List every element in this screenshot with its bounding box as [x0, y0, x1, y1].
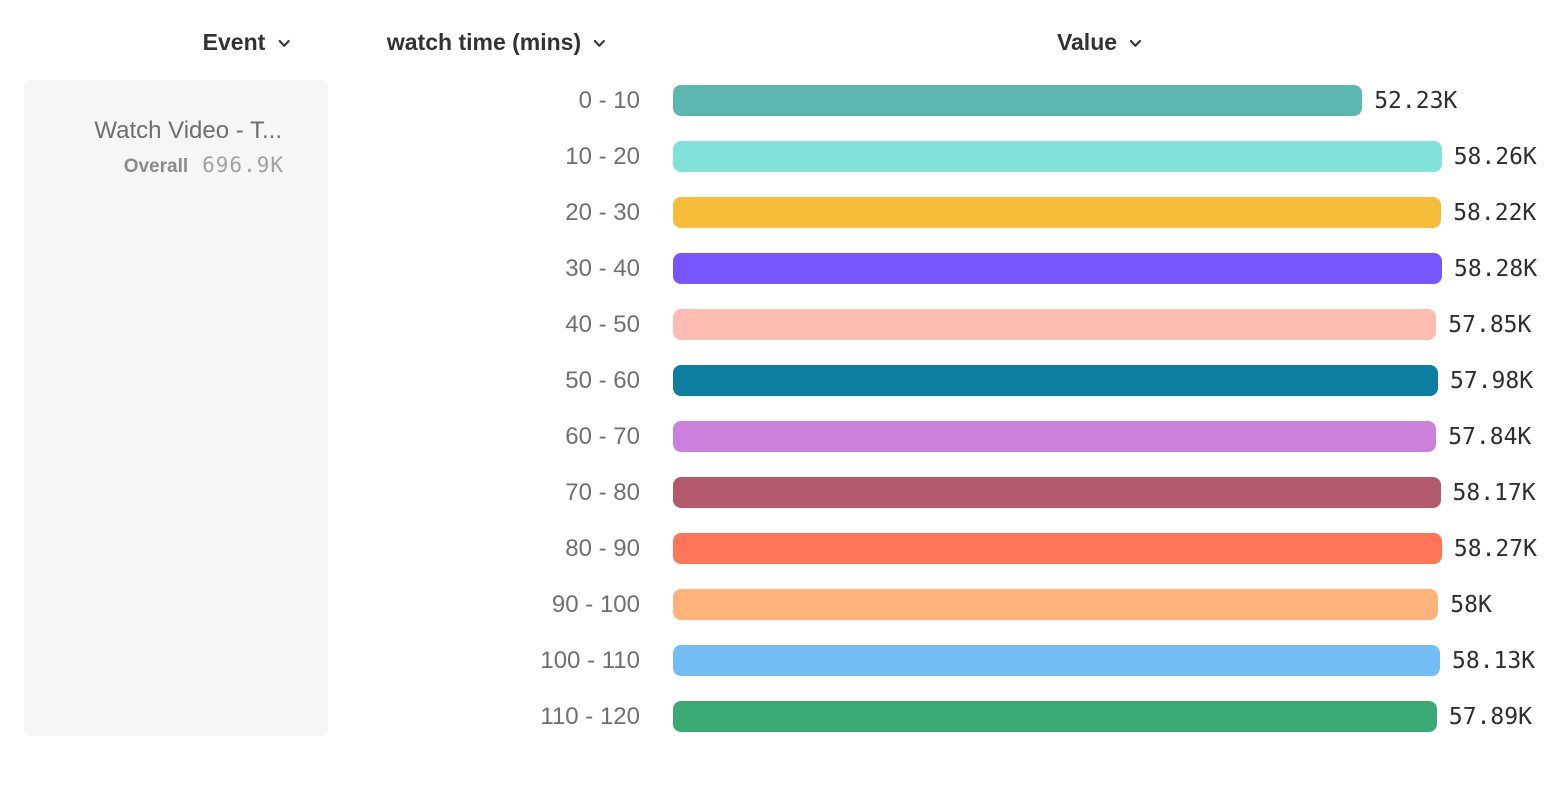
value-label: 58K: [1450, 591, 1492, 618]
chart-row: 90 - 100 58K: [0, 589, 1568, 620]
bin-label: 20 - 30: [565, 198, 640, 226]
chart-row: 40 - 50 57.85K: [0, 309, 1568, 340]
value-column-label: Value: [1056, 28, 1118, 55]
bar[interactable]: [673, 141, 1442, 172]
chevron-down-icon: [592, 36, 607, 51]
event-column-label: Event: [202, 28, 266, 55]
bin-label: 30 - 40: [565, 254, 640, 282]
bin-label: 0 - 10: [578, 86, 640, 114]
event-title: Watch Video - T...: [94, 117, 282, 144]
value-label: 58.28K: [1454, 255, 1538, 282]
value-label: 57.98K: [1450, 367, 1534, 394]
overall-value: 696.9K: [202, 153, 284, 177]
bin-label: 10 - 20: [565, 142, 640, 170]
value-label: 57.85K: [1448, 311, 1532, 338]
bar[interactable]: [673, 197, 1442, 228]
chart-row: 110 - 120 57.89K: [0, 701, 1568, 732]
value-label: 58.13K: [1452, 647, 1536, 674]
value-column-header[interactable]: Value: [1057, 27, 1143, 57]
value-label: 57.89K: [1448, 703, 1532, 730]
chart-row: 80 - 90 58.27K: [0, 533, 1568, 564]
bar[interactable]: [673, 365, 1438, 396]
bar[interactable]: [673, 253, 1442, 284]
chart-row: 70 - 80 58.17K: [0, 477, 1568, 508]
event-card[interactable]: Watch Video - T... Overall 696.9K: [24, 80, 328, 736]
value-label: 58.26K: [1453, 143, 1537, 170]
bar[interactable]: [673, 477, 1441, 508]
bin-label: 60 - 70: [565, 422, 640, 450]
bar[interactable]: [673, 421, 1437, 452]
value-label: 58.27K: [1453, 535, 1537, 562]
chevron-down-icon: [276, 36, 291, 51]
bar[interactable]: [673, 701, 1437, 732]
value-label: 58.22K: [1453, 199, 1537, 226]
breakdown-column-label: watch time (mins): [386, 28, 582, 55]
value-label: 57.84K: [1448, 423, 1532, 450]
bar[interactable]: [673, 309, 1437, 340]
event-overall-row: Overall 696.9K: [124, 153, 284, 178]
bar[interactable]: [673, 589, 1439, 620]
bin-label: 50 - 60: [565, 366, 640, 394]
chart-row: 50 - 60 57.98K: [0, 365, 1568, 396]
breakdown-column-header[interactable]: watch time (mins): [387, 27, 607, 57]
bin-label: 70 - 80: [565, 478, 640, 506]
chart-row: 60 - 70 57.84K: [0, 421, 1568, 452]
bar[interactable]: [673, 85, 1363, 116]
bin-label: 100 - 110: [540, 646, 640, 674]
value-label: 58.17K: [1452, 479, 1536, 506]
value-label: 52.23K: [1374, 87, 1458, 114]
chart-row: 30 - 40 58.28K: [0, 253, 1568, 284]
chart-row: 100 - 110 58.13K: [0, 645, 1568, 676]
chart-row: 20 - 30 58.22K: [0, 197, 1568, 228]
bin-label: 40 - 50: [565, 310, 640, 338]
bar[interactable]: [673, 645, 1440, 676]
overall-label: Overall: [123, 156, 189, 177]
bar-chart: 0 - 10 52.23K 10 - 20 58.26K 20 - 30 58.…: [0, 85, 1568, 757]
bin-label: 110 - 120: [540, 702, 640, 730]
chart-row: 0 - 10 52.23K: [0, 85, 1568, 116]
bin-label: 80 - 90: [565, 534, 640, 562]
chart-row: 10 - 20 58.26K: [0, 141, 1568, 172]
event-column-header[interactable]: Event: [203, 27, 292, 57]
bar[interactable]: [673, 533, 1442, 564]
bin-label: 90 - 100: [551, 590, 640, 618]
chevron-down-icon: [1128, 36, 1143, 51]
